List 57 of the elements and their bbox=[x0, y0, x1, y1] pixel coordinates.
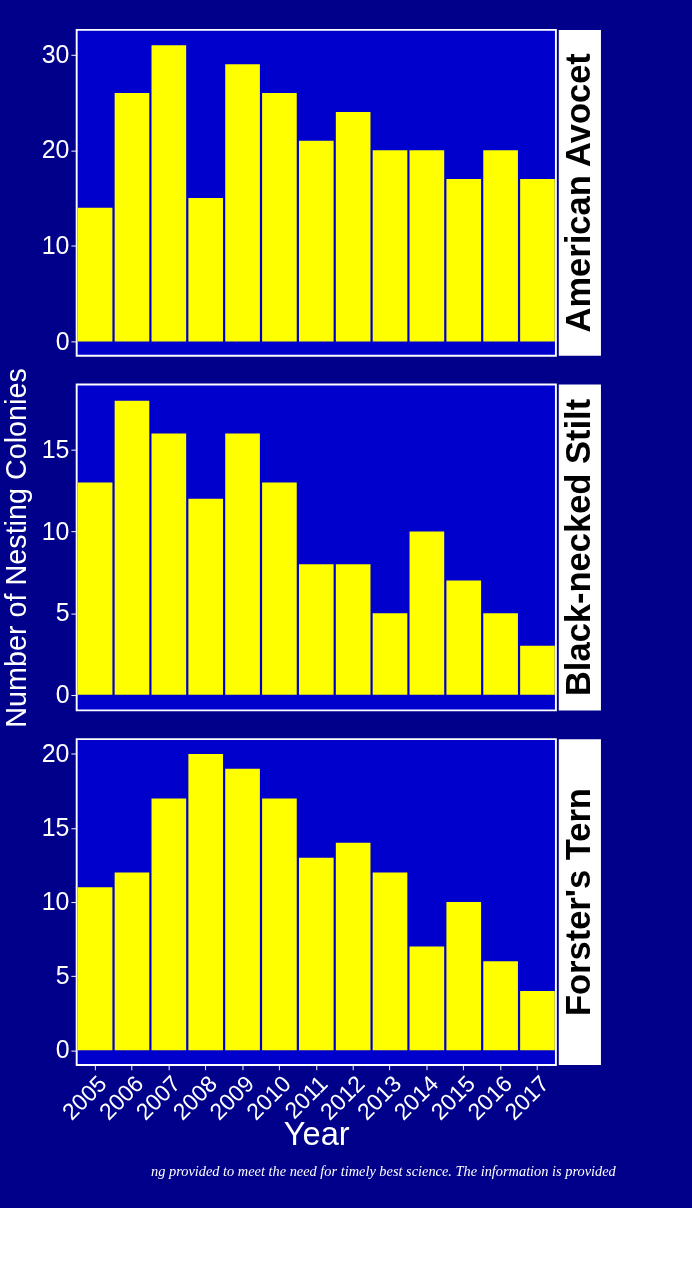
bar bbox=[188, 198, 224, 342]
bar bbox=[77, 207, 113, 342]
bar bbox=[520, 645, 555, 695]
bar bbox=[77, 482, 113, 695]
bar bbox=[225, 433, 260, 695]
bar bbox=[262, 482, 297, 695]
bar bbox=[262, 92, 297, 342]
bar bbox=[114, 872, 150, 1051]
bar bbox=[225, 64, 260, 342]
bar bbox=[151, 433, 187, 695]
text: ng provided to meet the need for timely best science. The information is provided bbox=[151, 1163, 617, 1180]
bar bbox=[151, 798, 187, 1051]
bar bbox=[483, 150, 518, 342]
bar bbox=[446, 902, 482, 1051]
bar bbox=[335, 564, 371, 695]
y-tick-label: 15 bbox=[41, 435, 70, 463]
y-tick-label: 0 bbox=[55, 1035, 70, 1064]
bar bbox=[520, 990, 555, 1051]
y-tick-label: 20 bbox=[41, 135, 70, 164]
y-tick-label: 5 bbox=[55, 598, 70, 627]
bar bbox=[372, 613, 408, 695]
bar bbox=[298, 857, 334, 1051]
bar bbox=[225, 768, 260, 1051]
bar bbox=[298, 564, 334, 695]
bar bbox=[77, 887, 113, 1051]
bar bbox=[409, 946, 445, 1051]
y-tick-label: 10 bbox=[41, 887, 70, 916]
y-tick-label: 0 bbox=[55, 680, 70, 709]
y-tick-label: 30 bbox=[41, 39, 70, 68]
text: American Avocet bbox=[559, 52, 598, 333]
bar bbox=[262, 798, 297, 1051]
bar bbox=[520, 178, 555, 342]
bar bbox=[188, 753, 224, 1051]
bar bbox=[335, 842, 371, 1051]
y-tick-label: 20 bbox=[41, 739, 70, 768]
y-tick-label: 5 bbox=[55, 961, 70, 990]
bar bbox=[114, 400, 150, 695]
y-axis-title: Number of Nesting Colonies bbox=[0, 368, 33, 728]
bar bbox=[114, 92, 150, 342]
y-tick-label: 10 bbox=[41, 516, 70, 545]
text: Black-necked Stilt bbox=[559, 398, 598, 697]
bar bbox=[409, 150, 445, 342]
bar bbox=[372, 872, 408, 1051]
bar bbox=[188, 498, 224, 695]
bar bbox=[372, 150, 408, 342]
text: Forster's Tern bbox=[559, 788, 598, 1017]
y-tick-label: 15 bbox=[41, 813, 70, 842]
bar bbox=[446, 178, 482, 342]
bar bbox=[409, 531, 445, 695]
bar bbox=[446, 580, 482, 695]
bar bbox=[483, 613, 518, 695]
bar bbox=[483, 961, 518, 1051]
y-tick-label: 10 bbox=[41, 231, 70, 260]
bar bbox=[335, 112, 371, 342]
bar bbox=[151, 45, 187, 342]
bar bbox=[298, 140, 334, 342]
y-tick-label: 0 bbox=[55, 326, 70, 355]
